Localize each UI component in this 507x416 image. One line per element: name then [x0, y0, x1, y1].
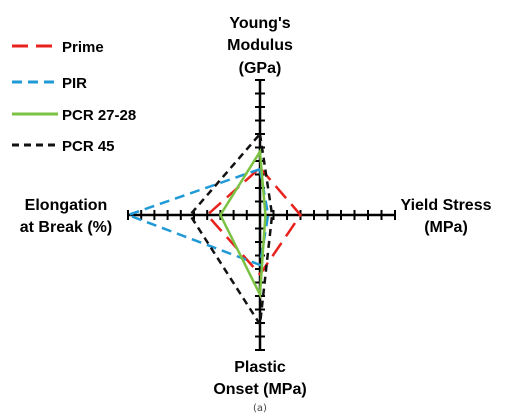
legend-label-prime: Prime: [62, 39, 104, 56]
axis-title-up: Young's Modulus (GPa): [227, 15, 293, 77]
legend-label-pir: PIR: [62, 75, 87, 92]
axis-title-down-line-1: Plastic: [234, 359, 286, 376]
axis-title-up-line-2: Modulus: [227, 37, 293, 54]
series-polygon-prime: [205, 166, 303, 277]
axis-title-left: Elongation at Break (%): [20, 197, 112, 236]
axis-title-up-line-1: Young's: [229, 15, 290, 32]
axis-title-right-line-2: (MPa): [424, 219, 468, 236]
axis-title-up-line-3: (GPa): [239, 60, 282, 77]
radar-series: [124, 131, 303, 329]
axis-title-down-line-2: Onset (MPa): [213, 381, 306, 398]
legend-label-pcr-45: PCR 45: [62, 138, 115, 155]
axis-title-left-line-1: Elongation: [25, 197, 108, 214]
series-polygon-pcr-27-28: [218, 147, 267, 300]
axis-title-left-line-2: at Break (%): [20, 219, 112, 236]
series-polygon-pcr-45: [188, 131, 274, 329]
radar-axes: [127, 79, 396, 351]
axis-title-right: Yield Stress (MPa): [400, 197, 491, 236]
axis-title-right-line-1: Yield Stress: [400, 197, 491, 214]
legend: Prime PIR PCR 27-28 PCR 45: [12, 39, 136, 155]
legend-label-pcr-27-28: PCR 27-28: [62, 107, 136, 124]
axis-title-down: Plastic Onset (MPa): [213, 359, 306, 398]
figure-caption: (a): [253, 403, 267, 414]
series-polygon-pir: [124, 167, 270, 267]
